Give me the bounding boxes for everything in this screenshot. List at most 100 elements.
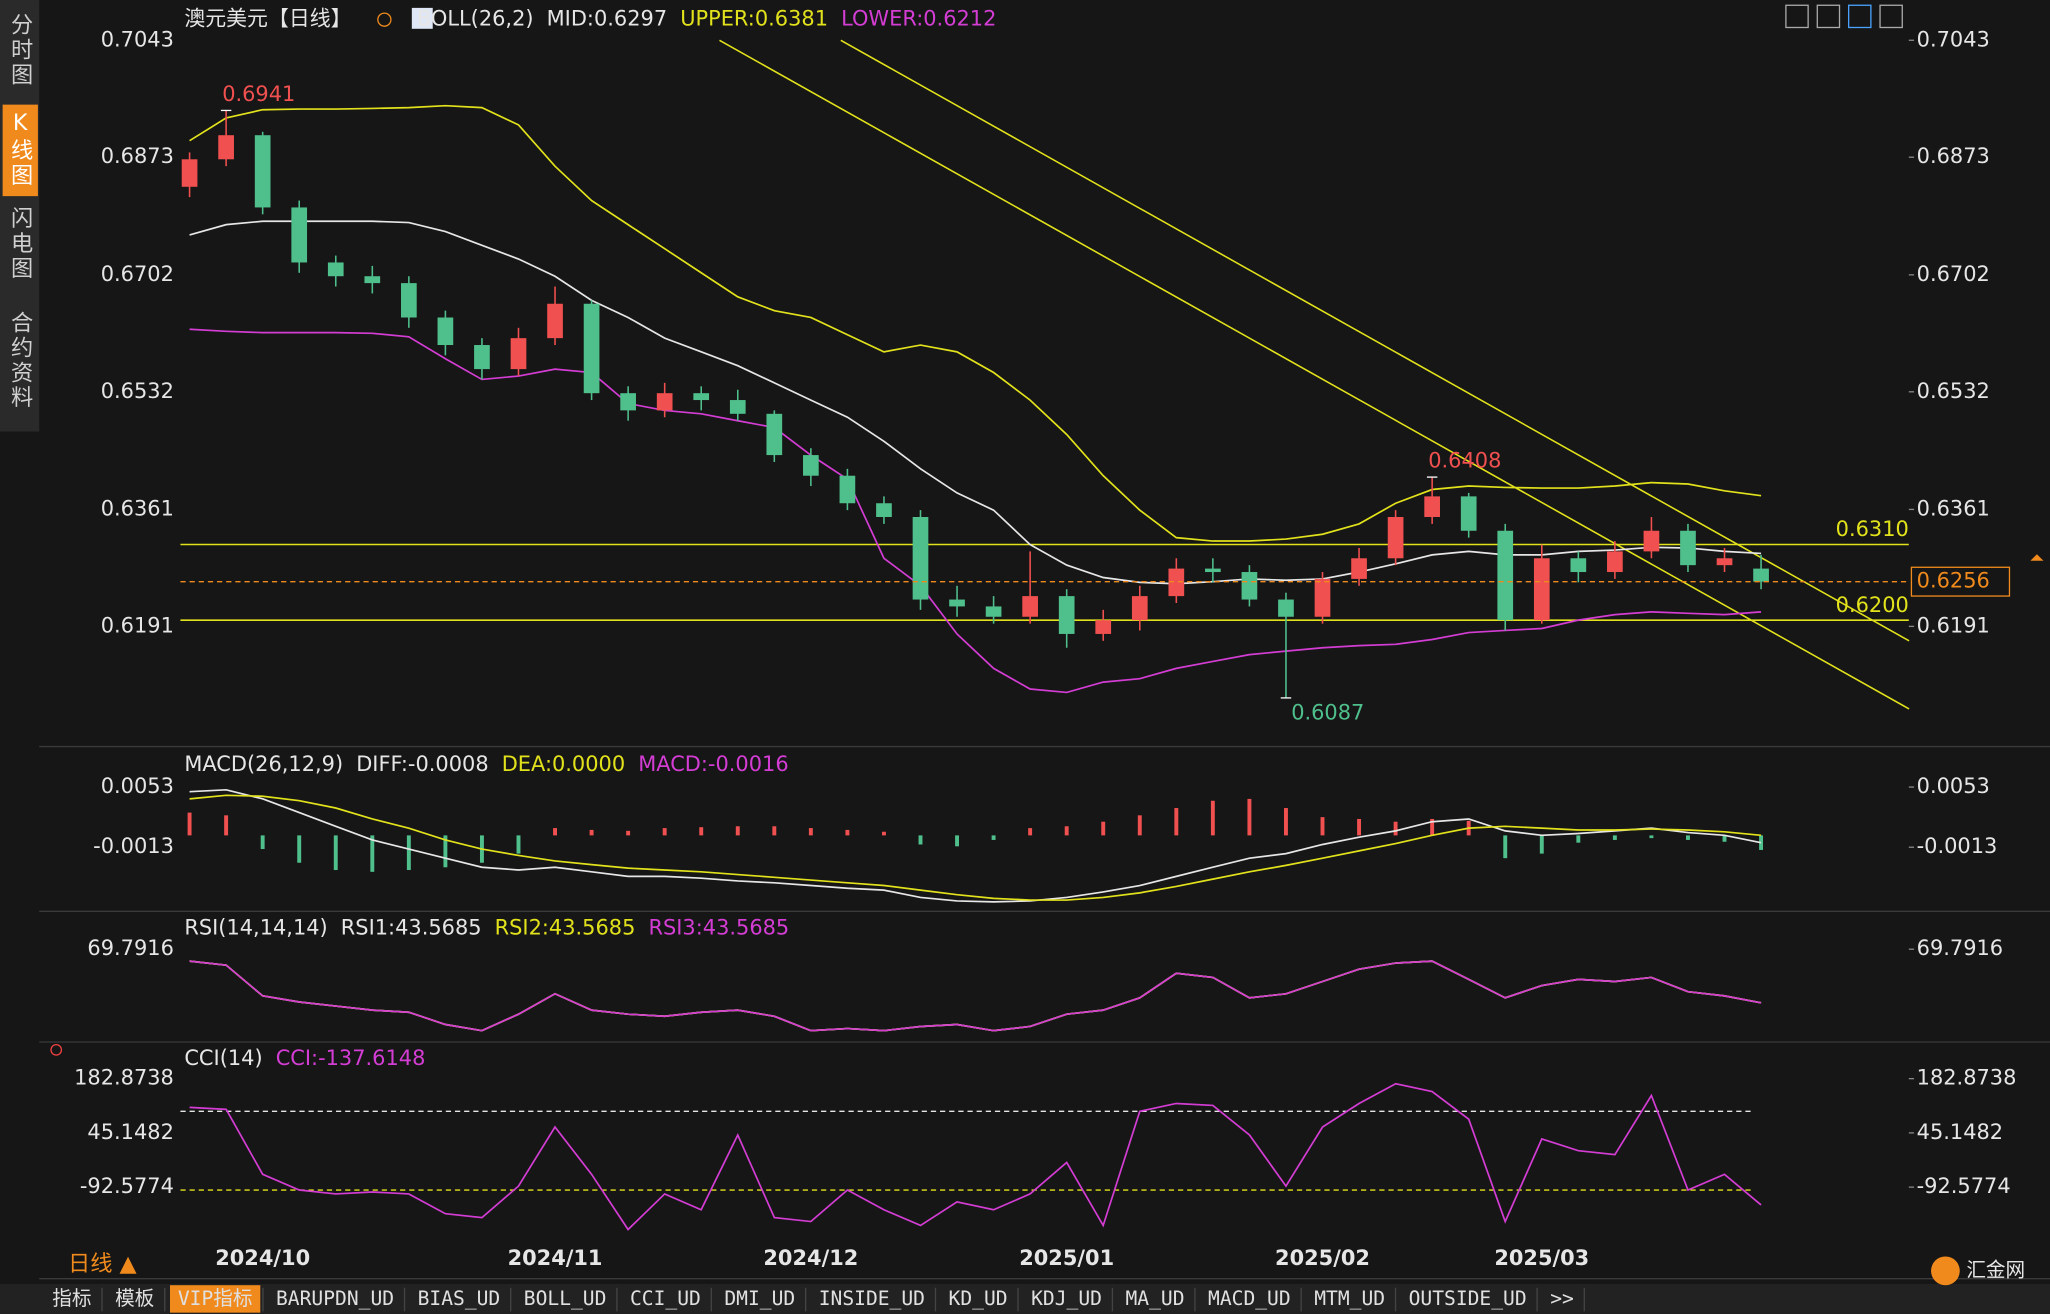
y-tick-label: -92.5774 [1917, 1174, 2011, 1198]
sidebar-tab[interactable]: 分时图 [7, 13, 33, 88]
current-price-marker [2030, 554, 2044, 561]
legend-entry: MID:0.6297 [547, 7, 667, 31]
candle-body [1424, 496, 1440, 517]
tab[interactable]: VIP指标 [178, 1287, 253, 1310]
level-label: 0.6200 [1836, 593, 1909, 617]
settings-icon[interactable] [50, 1043, 63, 1056]
add-icon[interactable] [377, 12, 392, 27]
tab[interactable]: MTM_UD [1314, 1287, 1385, 1310]
tab[interactable]: BOLL_UD [524, 1287, 607, 1310]
candle-body [1607, 551, 1623, 573]
candle-body [620, 393, 636, 411]
legend-entry: CCI:-137.6148 [276, 1046, 426, 1070]
y-tick-label: 69.7916 [1917, 936, 2003, 960]
tab[interactable]: DMI_UD [724, 1287, 795, 1310]
tab[interactable]: CCI_UD [630, 1287, 701, 1310]
candle-body [1387, 516, 1404, 559]
y-tick-label: 0.6361 [101, 496, 174, 520]
tab-bg [44, 1285, 100, 1313]
legend-entry: UPPER:0.6381 [680, 7, 828, 31]
y-tick-label: 0.6191 [101, 613, 174, 637]
tab-bg [1542, 1285, 1582, 1313]
tab[interactable]: INSIDE_UD [819, 1287, 925, 1310]
candle-body [766, 413, 783, 456]
panel-title: RSI(14,14,14) [184, 915, 327, 939]
icon[interactable] [1816, 4, 1841, 29]
tab-bg [1400, 1285, 1535, 1313]
tab[interactable]: BARUPDN_UD [276, 1287, 394, 1310]
tab[interactable]: MACD_UD [1208, 1287, 1291, 1310]
candle-body [1716, 558, 1733, 566]
tab-bg [622, 1285, 709, 1313]
candle-body [254, 135, 271, 208]
tab-bg [169, 1285, 261, 1313]
panel-title: MACD(26,12,9) [184, 752, 343, 776]
legend-entry: RSI2:43.5685 [495, 915, 636, 939]
candle-body [876, 503, 892, 517]
tab-bg [716, 1285, 804, 1313]
indicator-line [189, 960, 1762, 1032]
y-tick-label: -0.0013 [93, 834, 174, 858]
candle-body [364, 276, 381, 284]
sidebar-tab[interactable]: 闪电图 [7, 206, 33, 281]
y-tick-label: 0.0053 [101, 774, 174, 798]
boll-line [189, 104, 1762, 542]
indicator: BOLL(26,2) [417, 7, 534, 31]
logo-icon [1931, 1256, 1960, 1286]
y-tick-label: 0.6532 [101, 379, 174, 403]
candle-body [1168, 568, 1185, 597]
tab[interactable]: 指标 [52, 1287, 91, 1310]
tab[interactable]: BIAS_UD [418, 1287, 501, 1310]
icon[interactable] [1879, 4, 1903, 29]
candle-body [1680, 530, 1696, 566]
tab[interactable]: 模板 [115, 1287, 154, 1310]
tab[interactable]: >> [1550, 1287, 1574, 1310]
candle-body [1022, 596, 1038, 617]
candle-body [437, 317, 454, 346]
y-tick-label: -0.0013 [1917, 834, 1998, 858]
chart-title: 澳元美元【日线】 [184, 7, 351, 31]
candle-body [1753, 568, 1769, 582]
x-tick-label: 2024/10 [215, 1246, 310, 1270]
tab-bg [1117, 1285, 1193, 1313]
candle-body [327, 262, 344, 277]
y-tick-label: 0.6873 [101, 144, 174, 168]
sidebar [0, 0, 40, 432]
candle-body [949, 599, 965, 607]
tab-bg [107, 1285, 163, 1313]
candle-body [693, 393, 710, 401]
candle-body [1131, 596, 1148, 621]
candle-body [729, 400, 746, 414]
tab[interactable]: KD_UD [949, 1287, 1008, 1310]
macd-line [189, 788, 1762, 903]
y-tick-label: 0.6361 [1917, 496, 1990, 520]
tab-bg [409, 1285, 509, 1313]
candle-body [985, 606, 1002, 617]
logo: 汇金网 [1966, 1258, 2025, 1281]
candle-body [218, 135, 234, 160]
sidebar-active [2, 104, 38, 197]
separators [39, 745, 2050, 1280]
icon[interactable] [1848, 4, 1872, 29]
period[interactable]: 日线 ▲ [68, 1251, 138, 1277]
candle-body [583, 303, 600, 394]
sidebar-tab[interactable]: K线图 [7, 110, 33, 188]
sidebar-tab[interactable]: 合约资料 [7, 311, 33, 411]
y-tick-label: 0.7043 [101, 27, 174, 51]
tab[interactable]: OUTSIDE_UD [1409, 1287, 1527, 1310]
icon[interactable] [1785, 4, 1809, 29]
candle-body [1278, 599, 1294, 617]
tab[interactable]: MA_UD [1125, 1287, 1184, 1310]
tab[interactable]: KDJ_UD [1031, 1287, 1102, 1310]
legend-entry: LOWER:0.6212 [841, 7, 996, 31]
tab-bg [1200, 1285, 1299, 1313]
y-tick-label: 0.6873 [1917, 144, 1990, 168]
x-tick-label: 2025/02 [1275, 1246, 1370, 1270]
candle-body [1497, 530, 1514, 621]
candle-body [510, 338, 527, 370]
y-tick-label: -92.5774 [80, 1174, 174, 1198]
toolbar-icons[interactable] [1785, 4, 1903, 29]
